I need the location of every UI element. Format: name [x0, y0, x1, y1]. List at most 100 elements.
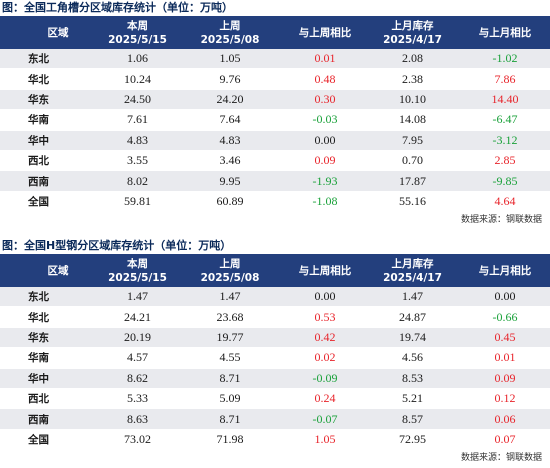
last-month-cell: 2.38	[402, 71, 423, 86]
last-month-cell: 17.87	[399, 173, 426, 188]
table-row: 全国 59.81 60.89 -1.08 55.16 4.64	[0, 191, 550, 213]
this-week-cell: 73.02	[124, 431, 151, 446]
last-week-cell: 23.68	[216, 309, 244, 324]
region-cell: 华东	[28, 331, 49, 344]
table-row: 华北 10.24 9.76 0.48 2.38 7.86	[0, 69, 550, 90]
region-cell: 东北	[28, 291, 49, 304]
table-row: 全国 73.02 71.98 1.05 72.95 0.07	[0, 429, 550, 451]
this-week-cell: 8.02	[127, 173, 148, 188]
table-row: 华东 20.19 19.77 0.42 19.74 0.45	[0, 327, 550, 349]
mom-change-cell: -9.85	[492, 173, 518, 188]
mom-change-cell: 4.64	[494, 193, 516, 208]
last-week-cell: 60.89	[216, 193, 244, 208]
table-row: 东北 1.06 1.05 0.01 2.08 -1.02	[0, 49, 550, 70]
last-month-cell: 10.10	[399, 91, 426, 106]
last-month-cell: 0.70	[402, 153, 423, 168]
data-source: 数据来源：钢联数据	[460, 215, 542, 226]
region-cell: 西北	[28, 393, 49, 406]
angle-channel-table: 图：全国工角槽分区域库存统计（单位：万吨） 区域 本周 2025/5/15 上周 2…	[0, 0, 550, 228]
table-body: 东北 1.06 1.05 0.01 2.08 -1.02 华北 10.24 9.76 0.48 2.…	[0, 49, 550, 213]
wow-change-cell: -1.93	[312, 173, 338, 188]
region-cell: 华东	[28, 93, 49, 106]
last-week-cell: 1.47	[219, 289, 241, 304]
last-week-cell: 1.05	[219, 51, 241, 66]
table-body: 东北 1.47 1.47 0.00 1.47 0.00 华北 24.21 23.68 0.53 24…	[0, 287, 550, 451]
header-this-week: 本周 2025/5/15	[108, 19, 167, 46]
this-week-cell: 8.63	[127, 411, 148, 426]
table-title: 图：全国H型钢分区域库存统计（单位：万吨）	[2, 239, 232, 252]
this-week-cell: 5.33	[127, 391, 148, 406]
last-week-cell: 9.95	[219, 173, 241, 188]
table-row: 华东 24.50 24.20 0.30 10.10 14.40	[0, 89, 550, 111]
table-row: 华南 4.57 4.55 0.02 4.56 0.01	[0, 348, 550, 369]
last-week-cell: 7.64	[219, 112, 241, 127]
wow-change-cell: 0.09	[314, 153, 336, 168]
table-row: 华中 4.83 4.83 0.00 7.95 -3.12	[0, 130, 550, 151]
table-row: 华北 24.21 23.68 0.53 24.87 -0.66	[0, 307, 550, 328]
this-week-cell: 24.21	[124, 309, 151, 324]
this-week-cell: 3.55	[127, 153, 148, 168]
region-cell: 东北	[28, 53, 49, 66]
region-cell: 西北	[28, 155, 49, 168]
table-row: 西北 5.33 5.09 0.24 5.21 0.12	[0, 388, 550, 410]
last-month-cell: 5.21	[402, 391, 423, 406]
wow-change-cell: 0.02	[314, 350, 336, 365]
last-month-cell: 72.95	[399, 431, 426, 446]
wow-change-cell: 0.01	[314, 51, 336, 66]
mom-change-cell: -1.02	[492, 51, 518, 66]
region-cell: 华中	[28, 372, 49, 385]
region-cell: 西南	[28, 413, 49, 426]
table-row: 东北 1.47 1.47 0.00 1.47 0.00	[0, 287, 550, 308]
last-month-cell: 14.08	[399, 112, 426, 127]
mom-change-cell: 0.01	[494, 350, 516, 365]
wow-change-cell: -0.09	[312, 370, 338, 385]
region-cell: 华南	[28, 114, 49, 127]
last-month-cell: 7.95	[402, 132, 423, 147]
wow-change-cell: 1.05	[314, 431, 336, 446]
table-row: 华中 8.62 8.71 -0.09 8.53 0.09	[0, 368, 550, 389]
table-header: 区域 本周 2025/5/15 上周 2025/5/08 与上周相比 上月库存 202…	[0, 16, 550, 49]
last-week-cell: 5.09	[219, 391, 241, 406]
this-week-cell: 1.06	[127, 51, 148, 66]
last-week-cell: 8.71	[219, 370, 241, 385]
mom-change-cell: -3.12	[492, 132, 518, 147]
this-week-cell: 59.81	[124, 193, 151, 208]
last-week-cell: 4.55	[219, 350, 241, 365]
last-month-cell: 8.53	[402, 370, 423, 385]
wow-change-cell: 0.30	[314, 91, 336, 106]
table-title: 图：全国工角槽分区域库存统计（单位：万吨）	[2, 1, 233, 14]
header-wow: 与上周相比	[298, 264, 352, 277]
table-row: 西北 3.55 3.46 0.09 0.70 2.85	[0, 150, 550, 172]
last-week-cell: 4.83	[219, 132, 241, 147]
header-last-week: 上周 2025/5/08	[200, 257, 260, 284]
last-month-cell: 19.74	[399, 329, 426, 344]
mom-change-cell: 0.12	[494, 391, 516, 406]
last-week-cell: 24.20	[216, 91, 244, 106]
this-week-cell: 7.61	[127, 112, 148, 127]
table-row: 华南 7.61 7.64 -0.03 14.08 -6.47	[0, 110, 550, 131]
region-cell: 西南	[28, 175, 49, 188]
this-week-cell: 1.47	[127, 289, 148, 304]
last-week-cell: 71.98	[216, 431, 244, 446]
header-this-week: 本周 2025/5/15	[108, 257, 167, 284]
header-last-week: 上周 2025/5/08	[200, 19, 260, 46]
mom-change-cell: 0.09	[494, 370, 516, 385]
region-cell: 全国	[28, 195, 49, 208]
h-beam-table: 图：全国H型钢分区域库存统计（单位：万吨） 区域 本周 2025/5/15 上周 2…	[0, 238, 550, 466]
wow-change-cell: 0.42	[314, 329, 336, 344]
wow-change-cell: 0.00	[314, 132, 336, 147]
mom-change-cell: 14.40	[491, 91, 519, 106]
wow-change-cell: 0.48	[314, 71, 336, 86]
mom-change-cell: -0.66	[492, 309, 518, 324]
table-row: 西南 8.63 8.71 -0.07 8.57 0.06	[0, 409, 550, 430]
region-cell: 华北	[28, 311, 49, 324]
region-cell: 全国	[28, 433, 49, 446]
mom-change-cell: 0.00	[494, 289, 516, 304]
region-cell: 华南	[28, 352, 49, 365]
wow-change-cell: -1.08	[312, 193, 338, 208]
mom-change-cell: 2.85	[494, 153, 516, 168]
this-week-cell: 4.57	[127, 350, 148, 365]
last-month-cell: 4.56	[402, 350, 423, 365]
this-week-cell: 24.50	[124, 91, 151, 106]
header-wow: 与上周相比	[298, 26, 352, 39]
